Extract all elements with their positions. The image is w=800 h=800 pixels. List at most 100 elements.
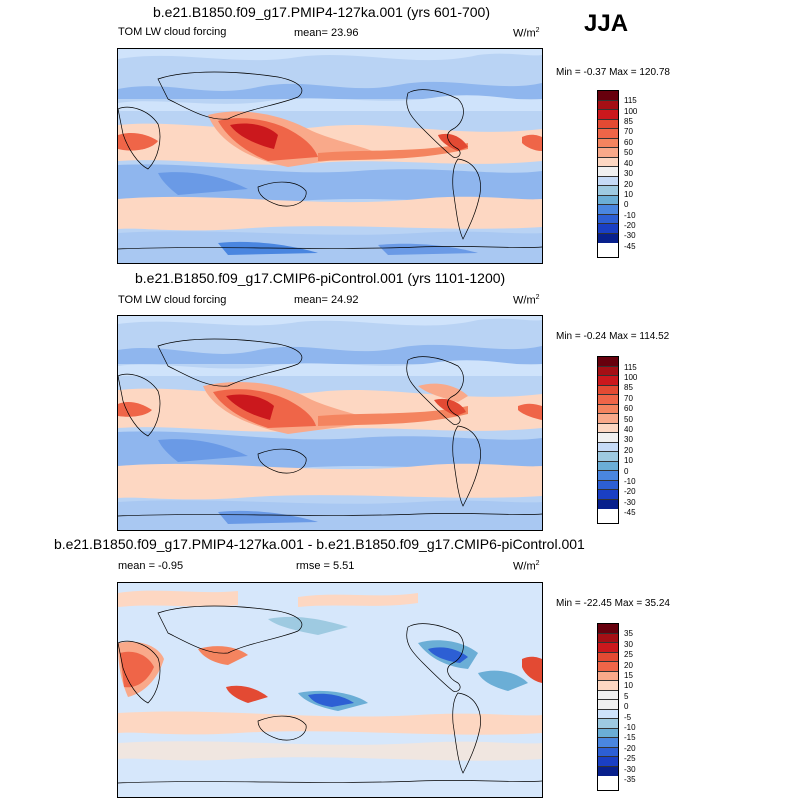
colorbar-tick: -10	[624, 477, 636, 486]
panel3-mean-label: mean = -0.95	[118, 560, 184, 572]
colorbar-tick: 20	[624, 180, 633, 189]
swatch	[598, 652, 618, 662]
colorbar-tick: 40	[624, 159, 633, 168]
panel1-mean-label: mean= 23.96	[294, 27, 359, 39]
panel2-units: W/m2	[513, 294, 540, 307]
swatch	[598, 148, 618, 158]
panel3-rmse-label: rmse = 5.51	[296, 560, 355, 572]
swatch	[598, 490, 618, 500]
colorbar-tick: -5	[624, 713, 632, 722]
swatch	[598, 700, 618, 710]
panel3-map	[117, 582, 543, 798]
colorbar-tick: 50	[624, 415, 633, 424]
swatch	[598, 690, 618, 700]
swatch	[598, 385, 618, 395]
colorbar-tick: 10	[624, 190, 633, 199]
swatch	[598, 480, 618, 490]
colorbar-tick: -30	[624, 765, 636, 774]
colorbar-tick: 30	[624, 169, 633, 178]
colorbar-tick: 0	[624, 200, 629, 209]
panel3-title: b.e21.B1850.f09_g17.PMIP4-127ka.001 - b.…	[54, 536, 585, 552]
panel1-variable-label: TOM LW cloud forcing	[118, 26, 227, 38]
colorbar-tick: 100	[624, 373, 638, 382]
colorbar-tick: -20	[624, 744, 636, 753]
panel2-map	[117, 315, 543, 531]
colorbar-tick: 85	[624, 117, 633, 126]
colorbar-tick: 60	[624, 138, 633, 147]
swatch	[598, 433, 618, 443]
colorbar-tick: 60	[624, 404, 633, 413]
swatch	[598, 709, 618, 719]
panel2-variable-label: TOM LW cloud forcing	[118, 294, 227, 306]
colorbar-tick: 20	[624, 661, 633, 670]
colorbar-tick: 70	[624, 394, 633, 403]
panel1-field	[118, 49, 542, 263]
swatch	[598, 471, 618, 481]
colorbar-tick: -45	[624, 242, 636, 251]
swatch	[598, 176, 618, 186]
swatch	[598, 157, 618, 167]
colorbar-tick: 30	[624, 640, 633, 649]
swatch	[598, 452, 618, 462]
swatch	[598, 167, 618, 177]
swatch	[598, 233, 618, 243]
swatch	[598, 728, 618, 738]
colorbar-tick: -20	[624, 487, 636, 496]
panel3-field	[118, 583, 542, 797]
swatch	[598, 442, 618, 452]
panel3-minmax: Min = -22.45 Max = 35.24	[556, 598, 670, 609]
panel3-units: W/m2	[513, 560, 540, 573]
colorbar-tick: 115	[624, 363, 637, 372]
colorbar-tick: 85	[624, 383, 633, 392]
colorbar-tick: 100	[624, 107, 638, 116]
colorbar-tick: 10	[624, 681, 633, 690]
swatch	[598, 662, 618, 672]
swatch	[598, 757, 618, 767]
colorbar-tick: 0	[624, 467, 629, 476]
colorbar-tick: -25	[624, 754, 636, 763]
colorbar-tick: 15	[624, 671, 633, 680]
colorbar-tick: -10	[624, 723, 636, 732]
colorbar-tick: -15	[624, 733, 636, 742]
colorbar-tick: 20	[624, 446, 633, 455]
panel1-minmax: Min = -0.37 Max = 120.78	[556, 67, 670, 78]
colorbar-tick: 50	[624, 148, 633, 157]
swatch	[598, 499, 618, 509]
swatch	[598, 643, 618, 653]
panel3-colorbar	[597, 623, 619, 791]
swatch	[598, 224, 618, 234]
panel2-title: b.e21.B1850.f09_g17.CMIP6-piControl.001 …	[135, 270, 506, 286]
colorbar-tick: -10	[624, 211, 636, 220]
season-label: JJA	[584, 10, 629, 37]
swatch	[598, 195, 618, 205]
panel2-field	[118, 316, 542, 530]
swatch	[598, 395, 618, 405]
swatch	[598, 461, 618, 471]
colorbar-tick: 5	[624, 692, 629, 701]
colorbar-tick: 0	[624, 702, 629, 711]
colorbar-tick: -30	[624, 498, 636, 507]
panel2-colorbar	[597, 356, 619, 524]
swatch	[598, 205, 618, 215]
colorbar-tick: 40	[624, 425, 633, 434]
colorbar-tick: 35	[624, 629, 633, 638]
colorbar-tick: -20	[624, 221, 636, 230]
swatch	[598, 681, 618, 691]
swatch	[598, 110, 618, 120]
swatch	[598, 91, 618, 101]
panel1-map	[117, 48, 543, 264]
panel1-title: b.e21.B1850.f09_g17.PMIP4-127ka.001 (yrs…	[153, 4, 491, 20]
panel1-colorbar	[597, 90, 619, 258]
swatch	[598, 633, 618, 643]
panel2-minmax: Min = -0.24 Max = 114.52	[556, 331, 670, 342]
panel2-mean-label: mean= 24.92	[294, 294, 359, 306]
swatch	[598, 129, 618, 139]
colorbar-tick: -45	[624, 508, 636, 517]
colorbar-tick: 10	[624, 456, 633, 465]
colorbar-tick: 70	[624, 127, 633, 136]
swatch	[598, 186, 618, 196]
swatch	[598, 671, 618, 681]
swatch	[598, 719, 618, 729]
colorbar-tick: 25	[624, 650, 633, 659]
colorbar-tick: -30	[624, 231, 636, 240]
